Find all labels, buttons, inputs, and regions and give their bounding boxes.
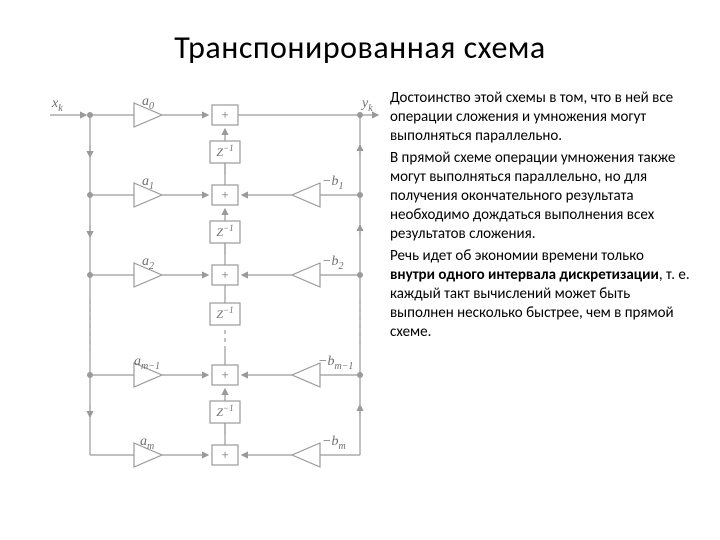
adder-0: + bbox=[221, 107, 228, 122]
adder-4: + bbox=[221, 447, 228, 462]
adder-2: + bbox=[221, 267, 228, 282]
coeff-b2: −b2 bbox=[322, 254, 343, 272]
description-text: Достоинство этой схемы в том, что в ней … bbox=[390, 85, 690, 515]
coeff-b1: −b1 bbox=[322, 174, 343, 192]
diagram-svg: xk yk a0 a1 a2 am−1 am −b1 −b2 −bm−1 −bm bbox=[30, 85, 380, 505]
coeff-bm: −bm bbox=[322, 434, 346, 452]
output-label: yk bbox=[360, 96, 373, 114]
para-2: В прямой схеме операции умножения также … bbox=[390, 149, 690, 245]
slide-title: Транспонированная схема bbox=[30, 28, 690, 67]
slide: Транспонированная схема bbox=[0, 0, 720, 540]
adder-1: + bbox=[221, 187, 228, 202]
para-3b: внутри одного интервала дискретизации bbox=[390, 266, 659, 284]
signal-flow-diagram: xk yk a0 a1 a2 am−1 am −b1 −b2 −bm−1 −bm bbox=[30, 85, 380, 515]
content-row: xk yk a0 a1 a2 am−1 am −b1 −b2 −bm−1 −bm bbox=[30, 85, 690, 515]
input-label: xk bbox=[51, 96, 63, 114]
adder-3: + bbox=[221, 367, 228, 382]
coeff-bm1: −bm−1 bbox=[318, 354, 353, 372]
para-3: Речь идет об экономии времени только вну… bbox=[390, 247, 690, 343]
para-1: Достоинство этой схемы в том, что в ней … bbox=[390, 89, 690, 147]
para-3a: Речь идет об экономии времени только bbox=[390, 247, 644, 265]
